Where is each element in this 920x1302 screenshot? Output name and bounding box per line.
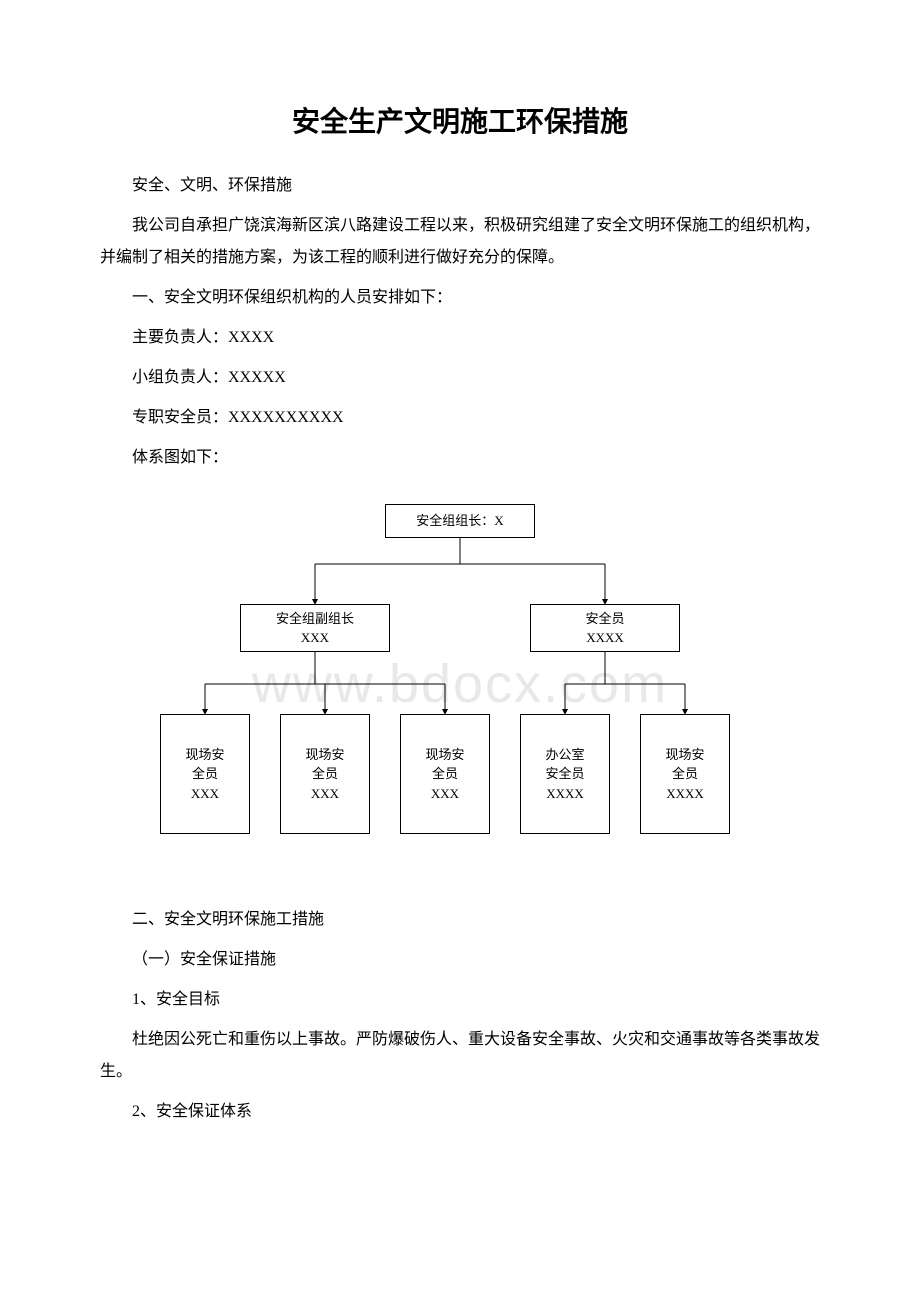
- org-chart-container: www.bdocx.com 安全组组长：X安全组副组长XXX安全员XXXX现场安…: [100, 504, 820, 864]
- node-line: 安全员: [545, 764, 584, 784]
- para-main-responsible: 主要负责人：XXXX: [100, 322, 820, 354]
- node-line: 现场安: [665, 745, 704, 765]
- node-line: XXX: [301, 628, 329, 648]
- page-title: 安全生产文明施工环保措施: [100, 100, 820, 140]
- org-node-bottom-2: 现场安全员XXX: [400, 714, 490, 834]
- node-line: 安全组副组长: [276, 609, 354, 629]
- node-line: XXX: [191, 784, 219, 804]
- para-item-1: 1、安全目标: [100, 984, 820, 1016]
- org-node-bottom-3: 办公室安全员XXXX: [520, 714, 610, 834]
- node-line: XXXX: [586, 628, 624, 648]
- org-node-bottom-0: 现场安全员XXX: [160, 714, 250, 834]
- node-line: 办公室: [545, 745, 584, 765]
- para-intro: 我公司自承担广饶滨海新区滨八路建设工程以来，积极研究组建了安全文明环保施工的组织…: [100, 210, 820, 274]
- org-node-bottom-4: 现场安全员XXXX: [640, 714, 730, 834]
- para-group-responsible: 小组负责人：XXXXX: [100, 362, 820, 394]
- node-line: 安全员: [585, 609, 624, 629]
- node-line: 安全组组长：X: [416, 511, 503, 531]
- para-item-2: 2、安全保证体系: [100, 1096, 820, 1128]
- node-line: XXXX: [666, 784, 704, 804]
- org-chart: www.bdocx.com 安全组组长：X安全组副组长XXX安全员XXXX现场安…: [160, 504, 760, 864]
- node-line: 全员: [312, 764, 338, 784]
- org-node-mid-0: 安全组副组长XXX: [240, 604, 390, 652]
- para-section-1: 一、安全文明环保组织机构的人员安排如下：: [100, 282, 820, 314]
- para-subtitle: 安全、文明、环保措施: [100, 170, 820, 202]
- org-node-mid-1: 安全员XXXX: [530, 604, 680, 652]
- para-subsection-2-1: （一）安全保证措施: [100, 944, 820, 976]
- para-section-2: 二、安全文明环保施工措施: [100, 904, 820, 936]
- node-line: XXXX: [546, 784, 584, 804]
- node-line: 现场安: [185, 745, 224, 765]
- node-line: 现场安: [425, 745, 464, 765]
- para-safety-officer: 专职安全员：XXXXXXXXXX: [100, 402, 820, 434]
- node-line: 现场安: [305, 745, 344, 765]
- node-line: 全员: [672, 764, 698, 784]
- org-node-top: 安全组组长：X: [385, 504, 535, 538]
- org-node-bottom-1: 现场安全员XXX: [280, 714, 370, 834]
- node-line: 全员: [192, 764, 218, 784]
- node-line: 全员: [432, 764, 458, 784]
- node-line: XXX: [311, 784, 339, 804]
- para-item-1-body: 杜绝因公死亡和重伤以上事故。严防爆破伤人、重大设备安全事故、火灾和交通事故等各类…: [100, 1024, 820, 1088]
- node-line: XXX: [431, 784, 459, 804]
- para-chart-label: 体系图如下：: [100, 442, 820, 474]
